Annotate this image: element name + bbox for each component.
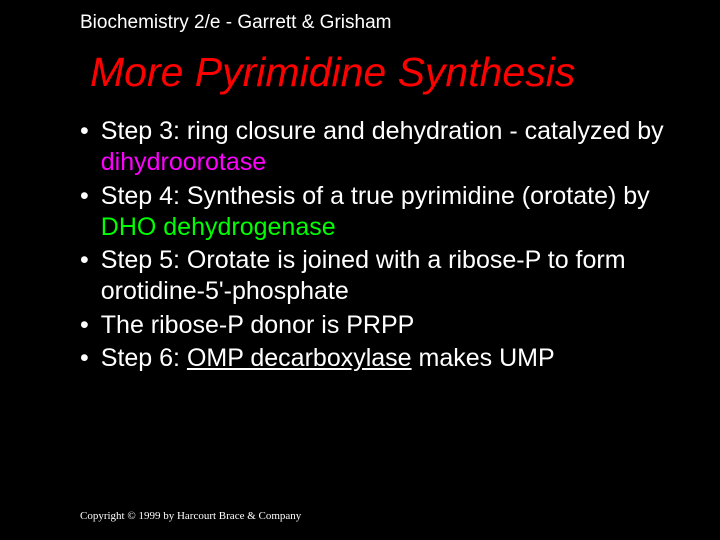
text-segment-enzyme: DHO dehydrogenase [101,213,336,241]
bullet-text: Step 5: Orotate is joined with a ribose-… [101,245,670,308]
bullet-text: Step 4: Synthesis of a true pyrimidine (… [101,181,670,244]
text-segment: The ribose-P donor is PRPP [101,311,415,339]
bullet-marker: • [80,116,101,179]
bullet-list: • Step 3: ring closure and dehydration -… [0,116,720,374]
text-segment: Step 5: Orotate is joined with a ribose-… [101,246,626,305]
bullet-marker: • [80,181,101,244]
bullet-marker: • [80,343,101,374]
text-segment: makes UMP [412,344,555,372]
slide-header: Biochemistry 2/e - Garrett & Grisham [0,0,720,34]
slide-footer: Copyright © 1999 by Harcourt Brace & Com… [80,510,301,522]
text-segment-enzyme: OMP decarboxylase [187,344,412,372]
bullet-text: Step 6: OMP decarboxylase makes UMP [101,343,670,374]
bullet-item: • Step 6: OMP decarboxylase makes UMP [80,343,670,374]
bullet-marker: • [80,245,101,308]
bullet-item: • The ribose-P donor is PRPP [80,310,670,341]
text-segment: Step 6: [101,344,187,372]
bullet-marker: • [80,310,101,341]
text-segment: Step 3: ring closure and dehydration - c… [101,117,664,145]
slide-title: More Pyrimidine Synthesis [0,34,720,116]
bullet-item: • Step 4: Synthesis of a true pyrimidine… [80,181,670,244]
bullet-item: • Step 3: ring closure and dehydration -… [80,116,670,179]
bullet-text: The ribose-P donor is PRPP [101,310,670,341]
text-segment-enzyme: dihydroorotase [101,148,266,176]
bullet-item: • Step 5: Orotate is joined with a ribos… [80,245,670,308]
bullet-text: Step 3: ring closure and dehydration - c… [101,116,670,179]
text-segment: Step 4: Synthesis of a true pyrimidine (… [101,182,650,210]
